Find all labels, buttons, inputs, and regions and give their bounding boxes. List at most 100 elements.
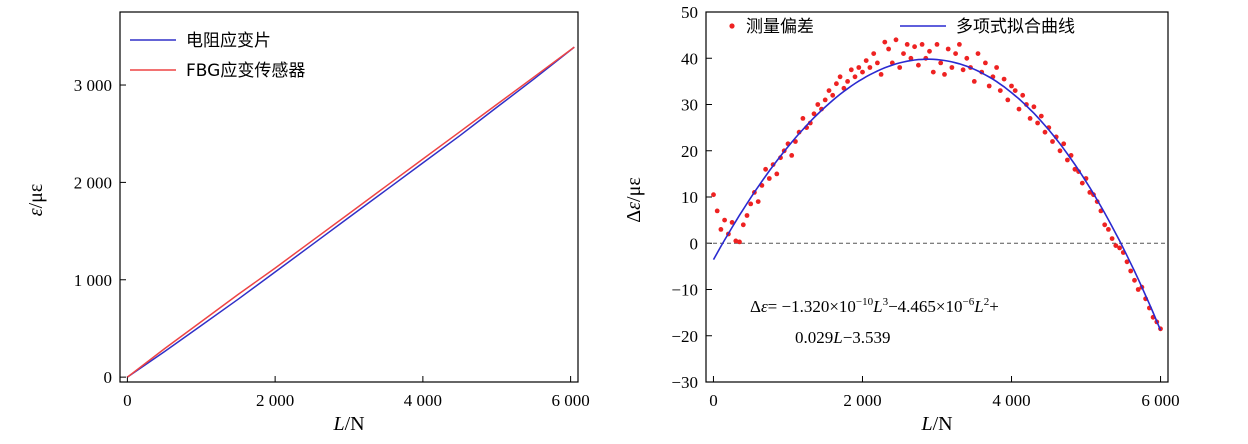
deviation-point xyxy=(997,88,1003,93)
deviation-point xyxy=(867,65,873,70)
deviation-point xyxy=(740,222,746,228)
deviation-point xyxy=(1061,141,1067,147)
left-x-tick-label: 2 000 xyxy=(256,391,294,410)
deviation-point xyxy=(714,208,720,214)
deviation-point xyxy=(1079,180,1085,186)
deviation-point xyxy=(878,72,884,77)
deviation-point xyxy=(916,62,921,68)
deviation-point xyxy=(1050,139,1055,144)
deviation-point xyxy=(1020,92,1026,98)
deviation-point xyxy=(860,69,865,75)
right-chart: 0 2 000 4 000 6 000 −30 −20 −10 0 10 20 30 40 50 Δε/… xyxy=(623,3,1180,435)
left-legend: 电阻应变片 FBG应变传感器 xyxy=(130,31,305,81)
left-y-tick-label: 3 000 xyxy=(74,76,112,95)
polynomial-fit-curve xyxy=(712,58,1162,331)
deviation-point xyxy=(1012,88,1018,93)
deviation-point xyxy=(755,199,761,205)
deviation-point xyxy=(744,213,750,218)
deviation-point xyxy=(1124,259,1130,265)
deviation-point xyxy=(942,72,947,77)
deviation-point xyxy=(886,46,891,52)
deviation-point xyxy=(718,227,724,232)
left-y-tick-label: 0 xyxy=(104,368,113,387)
deviation-point xyxy=(1057,148,1063,154)
right-y-tick-label: 10 xyxy=(681,188,698,207)
legend-label-deviation: 测量偏差 xyxy=(746,17,814,37)
deviation-point xyxy=(930,69,936,75)
deviation-point xyxy=(1038,113,1044,119)
deviation-point xyxy=(811,111,817,117)
deviation-point xyxy=(871,51,877,56)
deviation-point xyxy=(1042,129,1048,135)
deviation-point xyxy=(852,74,858,80)
deviation-point xyxy=(897,65,903,70)
deviation-point xyxy=(960,67,966,73)
fit-equation-line1: Δε= −1.320×10−10L3−4.465×10−6L2+ xyxy=(750,296,999,316)
left-x-tick-label: 6 000 xyxy=(551,391,589,410)
deviation-point xyxy=(1016,106,1022,112)
deviation-point xyxy=(927,48,932,54)
left-y-tick-label: 2 000 xyxy=(74,173,112,192)
deviation-point xyxy=(986,83,992,89)
left-ticks: 0 2 000 4 000 6 000 0 1 000 2 000 3 000 xyxy=(74,76,590,410)
deviation-point xyxy=(830,92,836,98)
right-x-tick-label: 4 000 xyxy=(992,391,1030,410)
right-x-axis-label: L/N xyxy=(920,413,952,435)
deviation-point xyxy=(774,171,780,177)
deviation-point xyxy=(837,74,843,80)
deviation-point xyxy=(748,201,754,207)
deviation-point xyxy=(733,238,739,244)
right-y-tick-label: −10 xyxy=(671,281,698,300)
deviation-point xyxy=(1035,120,1040,126)
deviation-point xyxy=(1132,277,1137,283)
deviation-point xyxy=(841,85,847,91)
deviation-point xyxy=(949,65,955,70)
deviation-point xyxy=(1031,104,1037,110)
deviation-point xyxy=(834,81,839,87)
deviation-point xyxy=(908,55,914,61)
right-y-tick-label: 30 xyxy=(681,96,698,115)
legend-label-strain-gauge: 电阻应变片 xyxy=(186,31,271,51)
deviation-point xyxy=(1109,236,1115,242)
deviation-point xyxy=(848,67,854,73)
deviation-point xyxy=(945,46,951,52)
right-y-tick-label: −20 xyxy=(671,327,698,346)
deviation-point xyxy=(1102,222,1108,228)
deviation-point xyxy=(729,220,735,225)
right-x-tick-label: 0 xyxy=(709,391,718,410)
right-ticks: 0 2 000 4 000 6 000 −30 −20 −10 0 10 20 30 40 50 xyxy=(671,3,1179,410)
right-y-tick-label: 50 xyxy=(681,3,698,22)
deviation-point xyxy=(893,37,899,43)
deviation-point xyxy=(975,51,981,56)
deviation-points xyxy=(711,37,1163,332)
right-y-tick-label: 40 xyxy=(681,49,698,68)
left-y-tick-label: 1 000 xyxy=(74,271,112,290)
left-chart: 0 2 000 4 000 6 000 0 1 000 2 000 3 000 ε/με L/… xyxy=(25,11,590,435)
deviation-point xyxy=(737,239,742,245)
deviation-point xyxy=(882,39,888,45)
left-x-tick-label: 0 xyxy=(123,391,132,410)
deviation-point xyxy=(1009,83,1014,89)
deviation-point xyxy=(800,116,806,121)
deviation-point xyxy=(1027,116,1033,121)
deviation-point xyxy=(845,79,850,84)
legend-label-fbg: FBG应变传感器 xyxy=(186,61,305,81)
deviation-point xyxy=(953,51,958,56)
legend-label-fit: 多项式拟合曲线 xyxy=(956,17,1075,37)
deviation-point xyxy=(994,65,999,70)
right-x-tick-label: 2 000 xyxy=(843,391,881,410)
deviation-point xyxy=(789,153,795,158)
series-line-1 xyxy=(126,46,575,378)
deviation-point xyxy=(863,58,869,63)
right-y-axis-label: Δε/με xyxy=(623,177,645,222)
left-x-axis-label: L/N xyxy=(332,413,364,435)
left-x-tick-label: 4 000 xyxy=(404,391,442,410)
right-y-tick-label: 0 xyxy=(690,234,699,253)
deviation-point xyxy=(934,42,940,47)
left-plot-frame xyxy=(119,11,579,383)
deviation-point xyxy=(971,79,977,84)
deviation-point xyxy=(1001,76,1007,82)
deviation-point xyxy=(1005,97,1011,103)
right-y-tick-label: −30 xyxy=(671,373,698,392)
